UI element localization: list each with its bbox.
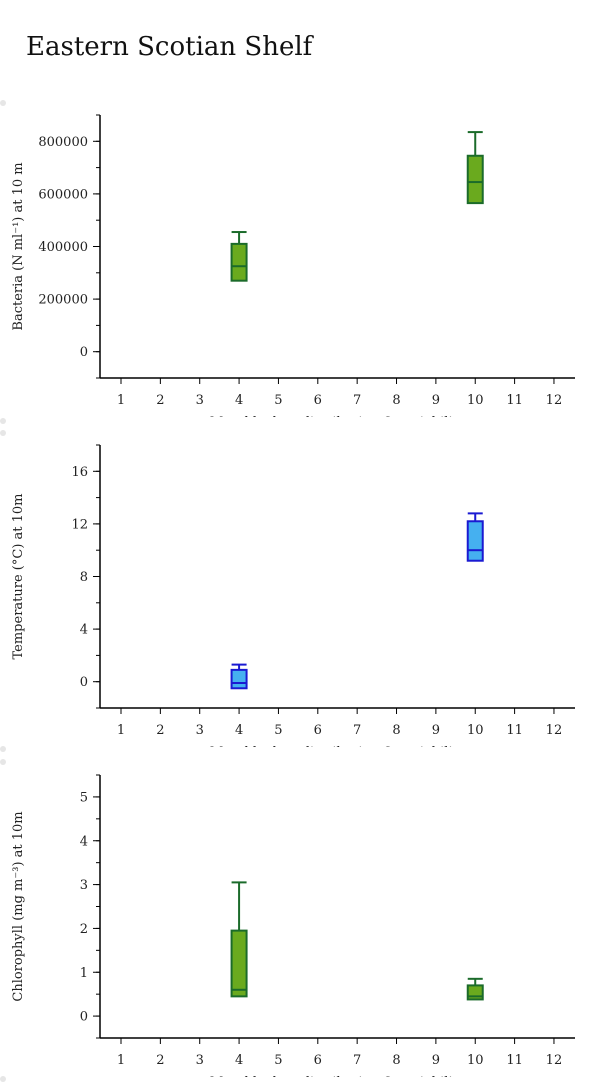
box-month-4 — [230, 663, 248, 690]
box-month-10 — [466, 131, 484, 205]
x-tick-label: 10 — [467, 723, 484, 738]
x-tick-label: 5 — [274, 1053, 282, 1068]
iqr-box — [466, 154, 484, 205]
x-tick-label: 4 — [235, 393, 243, 408]
box-month-4 — [230, 231, 248, 282]
box-month-10 — [466, 977, 484, 1001]
page-marker-dot — [0, 418, 6, 424]
temperature-chart: 0 4 8 12 16 1 2 3 4 5 6 7 8 9 10 11 12 Temperature (°C) a… — [0, 430, 600, 760]
x-tick-label: 8 — [392, 723, 400, 738]
x-tick-label: 1 — [117, 1053, 125, 1068]
iqr-box — [466, 520, 484, 562]
x-tick-label: 11 — [506, 1053, 523, 1068]
iqr-box — [230, 929, 248, 998]
page-marker-dot — [0, 746, 6, 752]
y-tick-label: 0 — [80, 675, 88, 690]
x-axis-label: Monthly data distribution & variability — [210, 1075, 466, 1090]
x-tick-label: 9 — [432, 723, 440, 738]
x-tick-label: 10 — [467, 1053, 484, 1068]
bacteria-chart: 0 200000 400000 600000 800000 1 2 3 4 5 6 7 8 9 10 11 12… — [0, 100, 600, 430]
page-marker-dot — [0, 1076, 6, 1082]
y-tick-label: 4 — [80, 834, 88, 849]
y-tick-label: 400000 — [38, 240, 88, 255]
x-tick-label: 3 — [196, 723, 204, 738]
y-tick-label: 0 — [80, 1010, 88, 1025]
x-tick-label: 9 — [432, 1053, 440, 1068]
x-tick-label: 12 — [546, 1053, 563, 1068]
x-tick-label: 11 — [506, 393, 523, 408]
chlorophyll-chart: 0 1 2 3 4 5 1 2 3 4 5 6 7 8 9 10 11 12 Chlorophyll (mg m⁻³… — [0, 760, 600, 1090]
x-tick-label: 6 — [314, 723, 322, 738]
x-tick-label: 12 — [546, 393, 563, 408]
y-axis-label: Bacteria (N ml⁻¹) at 10 m — [11, 162, 26, 330]
iqr-box — [230, 668, 248, 690]
box-month-4 — [230, 881, 248, 998]
y-tick-label: 5 — [80, 790, 88, 805]
x-tick-label: 7 — [353, 1053, 361, 1068]
x-tick-label: 6 — [314, 393, 322, 408]
x-tick-label: 5 — [274, 393, 282, 408]
x-tick-label: 1 — [117, 393, 125, 408]
x-tick-label: 3 — [196, 393, 204, 408]
page-marker-dot — [0, 430, 6, 436]
x-tick-label: 8 — [392, 1053, 400, 1068]
y-tick-label: 16 — [71, 465, 88, 480]
x-tick-label: 12 — [546, 723, 563, 738]
page-marker-dot — [0, 100, 6, 106]
x-tick-label: 2 — [156, 723, 164, 738]
y-tick-label: 0 — [80, 345, 88, 360]
x-tick-label: 2 — [156, 1053, 164, 1068]
y-axis-label: Temperature (°C) at 10m — [11, 494, 26, 660]
page-marker-dot — [0, 759, 6, 765]
x-tick-label: 8 — [392, 393, 400, 408]
y-axis-label: Chlorophyll (mg m⁻³) at 10m — [11, 811, 26, 1001]
y-tick-label: 12 — [71, 517, 88, 532]
y-tick-label: 3 — [80, 878, 88, 893]
x-tick-label: 3 — [196, 1053, 204, 1068]
x-tick-label: 11 — [506, 723, 523, 738]
page-title: Eastern Scotian Shelf — [26, 32, 313, 62]
y-tick-label: 2 — [80, 922, 88, 937]
x-tick-label: 4 — [235, 1053, 243, 1068]
iqr-box — [230, 242, 248, 282]
x-tick-label: 9 — [432, 393, 440, 408]
x-tick-label: 5 — [274, 723, 282, 738]
x-tick-label: 7 — [353, 723, 361, 738]
y-tick-label: 4 — [80, 623, 88, 638]
y-tick-label: 600000 — [38, 187, 88, 202]
y-tick-label: 8 — [80, 570, 88, 585]
x-tick-label: 2 — [156, 393, 164, 408]
x-tick-label: 10 — [467, 393, 484, 408]
x-axis-label: Monthly data distribution & variability — [210, 745, 466, 760]
y-tick-label: 200000 — [38, 293, 88, 308]
x-tick-label: 7 — [353, 393, 361, 408]
x-axis-label: Monthly data distribution & variability — [210, 415, 466, 430]
x-tick-label: 4 — [235, 723, 243, 738]
box-month-10 — [466, 512, 484, 562]
y-tick-label: 1 — [80, 966, 88, 981]
x-tick-label: 1 — [117, 723, 125, 738]
x-tick-label: 6 — [314, 1053, 322, 1068]
y-tick-label: 800000 — [38, 135, 88, 150]
